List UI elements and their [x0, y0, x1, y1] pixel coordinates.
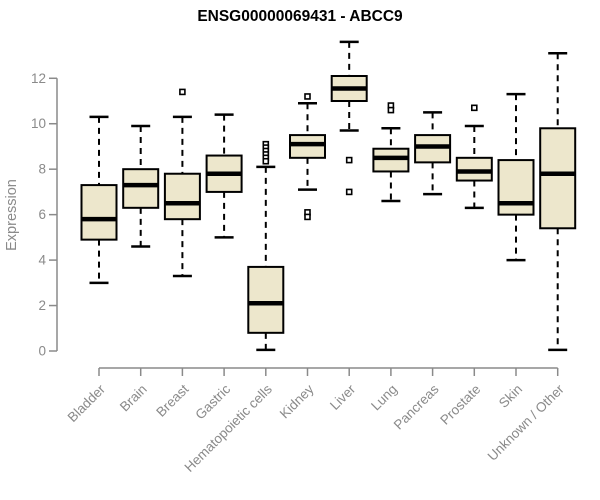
iqr-box — [247, 265, 285, 334]
y-tick-label: 12 — [31, 71, 46, 86]
x-tick-label: Lung — [368, 382, 400, 414]
y-tick-label: 8 — [38, 162, 46, 177]
x-tick-label: Pancreas — [391, 381, 442, 432]
outlier-point — [179, 88, 186, 96]
outlier-point — [345, 188, 353, 196]
x-tick-label: Breast — [153, 381, 191, 419]
iqr-box — [372, 147, 410, 173]
x-tick-label: Gastric — [192, 381, 233, 422]
iqr-box — [539, 127, 577, 230]
y-tick-label: 2 — [38, 298, 46, 313]
boxplot-prostate — [455, 104, 493, 210]
x-tick-label: Skin — [496, 382, 525, 411]
x-tick-label: Brain — [117, 382, 150, 415]
boxplot-lung — [372, 102, 410, 203]
x-tick-label: Prostate — [437, 382, 483, 428]
boxplot-liver — [330, 40, 368, 196]
x-tick-label: Kidney — [277, 381, 317, 421]
boxplot-kidney — [289, 93, 326, 221]
y-tick-label: 10 — [31, 116, 46, 131]
boxplot-brain — [122, 124, 160, 248]
x-tick-label: Bladder — [65, 381, 109, 425]
iqr-box — [163, 172, 201, 221]
y-tick-label: 0 — [38, 344, 46, 359]
y-tick-label: 6 — [38, 207, 46, 222]
iqr-box — [497, 159, 535, 216]
boxplot-pancreas — [414, 111, 452, 196]
outlier-point — [470, 104, 478, 112]
boxplot-hematopoietic-cells — [247, 140, 285, 352]
iqr-box — [289, 134, 326, 159]
y-axis: 0 2 4 6 8 10 12 — [31, 71, 58, 359]
iqr-box — [455, 156, 493, 182]
x-tick-label: Liver — [327, 381, 359, 413]
boxplot-unknown-other — [539, 52, 577, 352]
boxplot-skin — [497, 92, 535, 262]
outlier-point — [262, 157, 270, 165]
outlier-point — [345, 156, 353, 164]
boxplot-breast — [163, 88, 201, 278]
y-tick-label: 4 — [38, 253, 46, 268]
outlier-point — [304, 93, 311, 100]
iqr-box — [414, 134, 452, 164]
iqr-box — [122, 168, 160, 209]
boxplot-bladder — [80, 115, 118, 285]
chart-title: ENSG00000069431 - ABCC9 — [197, 8, 403, 25]
iqr-box — [80, 184, 118, 241]
x-tick-label: Unknown / Other — [485, 381, 568, 464]
boxplot-gastric — [205, 113, 243, 239]
outlier-point — [304, 213, 311, 221]
outlier-point — [387, 106, 395, 114]
